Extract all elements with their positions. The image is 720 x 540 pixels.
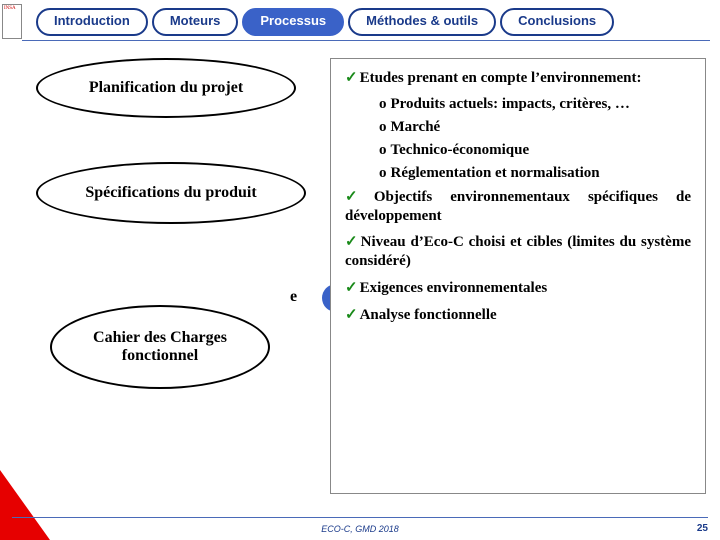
slide: INSA Introduction Moteurs Processus Méth… [0, 0, 720, 540]
stray-letter: e [290, 288, 297, 306]
line-exigences: ✓Exigences environnementales [345, 279, 691, 298]
bubble-planification-label: Planification du projet [89, 79, 243, 97]
bubble-planification: Planification du projet [36, 58, 296, 118]
tab-conclusions[interactable]: Conclusions [500, 8, 614, 36]
line-exigences-text: Exigences environnementales [360, 280, 548, 296]
line-etudes: ✓Etudes prenant en compte l’environnemen… [345, 69, 691, 88]
sub-marche: oMarché [379, 119, 691, 136]
tab-moteurs[interactable]: Moteurs [152, 8, 239, 36]
sub-technico-text: Technico-économique [391, 142, 530, 158]
check-icon: ✓ [345, 279, 358, 296]
sub-marche-text: Marché [391, 119, 441, 135]
tab-introduction[interactable]: Introduction [36, 8, 148, 36]
sub-reglementation-text: Réglementation et normalisation [391, 165, 600, 181]
bubble-cdc-label: Cahier des Charges fonctionnel [58, 329, 262, 366]
bubble-cdc: Cahier des Charges fonctionnel [50, 305, 270, 389]
sub-produits: oProduits actuels: impacts, critères, … [379, 96, 691, 113]
line-objectifs: ✓Objectifs environnementaux spécifiques … [345, 188, 691, 226]
line-analyse-text: Analyse fonctionnelle [360, 307, 497, 323]
check-icon: ✓ [345, 188, 372, 205]
line-niveau: ✓Niveau d’Eco-C choisi et cibles (limite… [345, 233, 691, 271]
line-analyse: ✓Analyse fonctionnelle [345, 306, 691, 325]
line-etudes-text: Etudes prenant en compte l’environnement… [360, 70, 642, 86]
footer-line [12, 517, 708, 518]
footer-center: ECO-C, GMD 2018 [0, 524, 720, 534]
sub-technico: oTechnico-économique [379, 142, 691, 159]
nav-underline [22, 40, 710, 41]
check-icon: ✓ [345, 69, 358, 86]
bubble-specifications-label: Spécifications du produit [85, 184, 256, 202]
content-box: ✓Etudes prenant en compte l’environnemen… [330, 58, 706, 494]
line-niveau-text: Niveau d’Eco-C choisi et cibles (limites… [345, 234, 691, 269]
sub-reglementation: oRéglementation et normalisation [379, 165, 691, 182]
check-icon: ✓ [345, 233, 359, 250]
logo: INSA [2, 4, 22, 39]
tab-processus[interactable]: Processus [242, 8, 344, 36]
navbar: Introduction Moteurs Processus Méthodes … [36, 8, 710, 36]
tab-methodes-outils[interactable]: Méthodes & outils [348, 8, 496, 36]
bubble-specifications: Spécifications du produit [36, 162, 306, 224]
line-objectifs-text: Objectifs environnementaux spécifiques d… [345, 189, 691, 224]
check-icon: ✓ [345, 306, 358, 323]
page-number: 25 [697, 523, 708, 534]
sub-produits-text: Produits actuels: impacts, critères, … [391, 96, 630, 112]
